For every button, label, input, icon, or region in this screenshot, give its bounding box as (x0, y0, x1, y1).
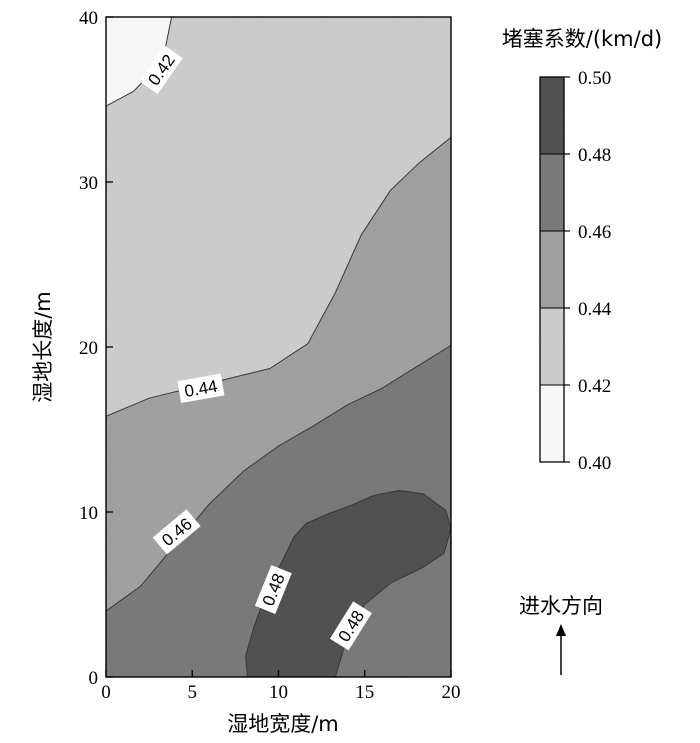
colorbar-tick-label: 0.40 (578, 453, 611, 474)
y-tick-label: 0 (89, 668, 99, 689)
x-tick-label: 15 (355, 682, 374, 703)
flow-direction-label: 进水方向 (519, 594, 603, 618)
colorbar-tick-label: 0.50 (578, 68, 611, 89)
colorbar-swatch (539, 76, 565, 155)
flow-direction-arrow (556, 624, 566, 675)
colorbar-tick-label: 0.48 (578, 145, 611, 166)
colorbar-swatch (539, 230, 565, 309)
y-axis-label: 湿地长度/m (31, 291, 55, 403)
colorbar-swatch (539, 384, 565, 463)
colorbar-tick-label: 0.44 (578, 299, 612, 320)
x-tick-label: 5 (188, 682, 198, 703)
y-tick-label: 40 (79, 8, 98, 29)
colorbar-swatch (539, 153, 565, 232)
axes: 0 5 10 15 20 0 10 20 30 40 (79, 8, 461, 703)
y-tick-label: 30 (79, 173, 98, 194)
y-tick-label: 10 (79, 503, 98, 524)
colorbar-title: 堵塞系数/(km/d) (502, 27, 662, 51)
contour-label: 0.44 (177, 373, 225, 403)
colorbar-tick-label: 0.42 (578, 376, 611, 397)
x-tick-label: 20 (442, 682, 461, 703)
colorbar-swatch (539, 307, 565, 386)
x-tick-label: 0 (101, 682, 111, 703)
colorbar: 0.40 0.42 0.44 0.46 0.48 0.50 (539, 68, 612, 474)
plot-area (106, 17, 451, 677)
colorbar-tick-label: 0.46 (578, 222, 611, 243)
y-tick-label: 20 (79, 338, 98, 359)
x-axis-label: 湿地宽度/m (227, 712, 339, 736)
x-tick-label: 10 (269, 682, 288, 703)
